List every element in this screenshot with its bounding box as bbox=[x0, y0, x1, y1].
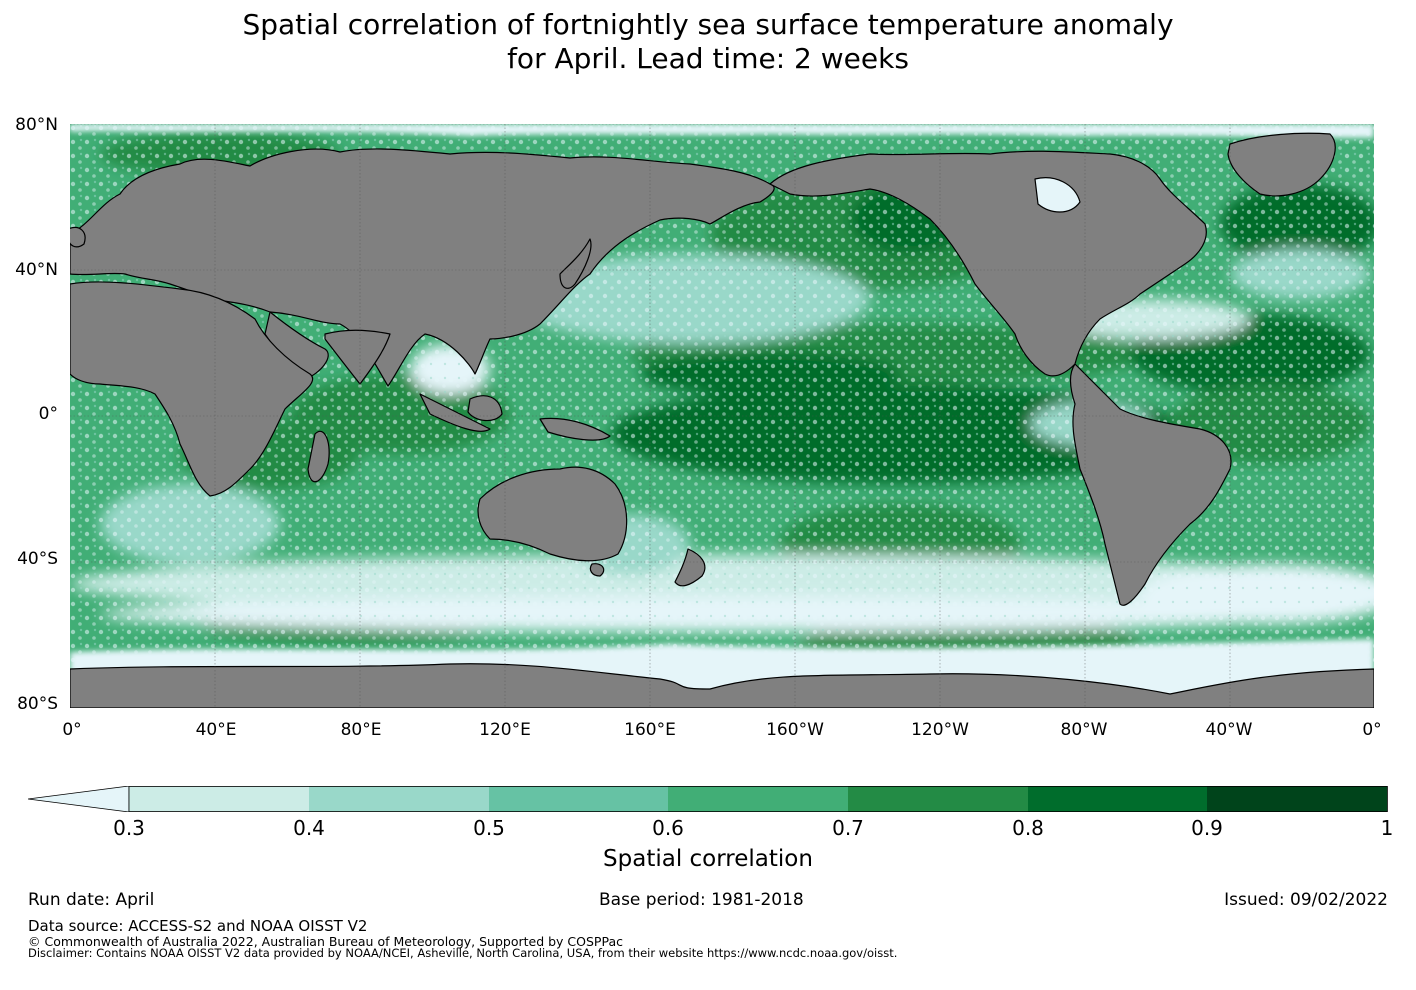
title-line-1: Spatial correlation of fortnightly sea s… bbox=[242, 8, 1174, 41]
lon-label-80e: 80°E bbox=[340, 720, 382, 740]
land-uk bbox=[70, 226, 86, 248]
land-india bbox=[324, 329, 391, 385]
lon-label-40w: 40°W bbox=[1205, 720, 1253, 740]
run-date: Run date: April bbox=[28, 890, 155, 910]
land-borneo bbox=[467, 395, 503, 422]
lon-label-160w: 160°W bbox=[766, 720, 824, 740]
lat-label-80s: 80°S bbox=[17, 694, 58, 714]
colorbar-tick-0: 0.3 bbox=[113, 816, 145, 840]
map-svg bbox=[70, 124, 1374, 708]
colorbar bbox=[28, 786, 1388, 812]
colorbar-segment-0 bbox=[129, 786, 309, 812]
colorbar-tick-4: 0.7 bbox=[832, 816, 864, 840]
hudson-bay bbox=[1034, 177, 1081, 213]
land-africa bbox=[70, 281, 314, 497]
colorbar-segment-6 bbox=[1207, 786, 1387, 812]
land bbox=[70, 132, 1374, 708]
lon-label-120w: 120°W bbox=[911, 720, 969, 740]
land-north-america bbox=[769, 150, 1207, 377]
issued-date: Issued: 09/02/2022 bbox=[1224, 890, 1388, 910]
disclaimer: Disclaimer: Contains NOAA OISST V2 data … bbox=[28, 946, 898, 960]
colorbar-outline bbox=[128, 786, 1388, 812]
lon-label-40e: 40°E bbox=[195, 720, 237, 740]
land-australia bbox=[477, 466, 628, 562]
land-new-guinea bbox=[539, 417, 611, 441]
lon-label-160e: 160°E bbox=[624, 720, 676, 740]
land-eurasia bbox=[70, 148, 775, 387]
colorbar-segment-2 bbox=[489, 786, 668, 812]
colorbar-segment-4 bbox=[848, 786, 1028, 812]
land-greenland bbox=[1227, 132, 1336, 197]
land-tasmania bbox=[589, 563, 605, 577]
copyright-notice: © Commonwealth of Australia 2022, Austra… bbox=[28, 934, 623, 949]
colorbar-tick-5: 0.8 bbox=[1012, 816, 1044, 840]
lon-label-120e: 120°E bbox=[479, 720, 531, 740]
lat-label-40s: 40°S bbox=[17, 549, 58, 569]
lat-label-0: 0° bbox=[38, 404, 58, 424]
colorbar-segment-3 bbox=[668, 786, 848, 812]
lat-label-80n: 80°N bbox=[15, 115, 58, 135]
colorbar-tick-2: 0.5 bbox=[473, 816, 505, 840]
colorbar-segment-1 bbox=[309, 786, 489, 812]
chart-title: Spatial correlation of fortnightly sea s… bbox=[0, 8, 1416, 76]
land-japan bbox=[559, 238, 592, 289]
title-line-2: for April. Lead time: 2 weeks bbox=[507, 42, 909, 75]
land-madagascar bbox=[307, 430, 330, 483]
correlation-map bbox=[70, 124, 1374, 708]
colorbar-tick-7: 1 bbox=[1380, 816, 1394, 840]
gridlines bbox=[70, 124, 1374, 708]
colorbar-segment-5 bbox=[1028, 786, 1207, 812]
land-south-america bbox=[1069, 363, 1232, 606]
lon-label-0-left: 0° bbox=[62, 720, 82, 740]
land-indonesia bbox=[419, 393, 491, 432]
data-source: Data source: ACCESS-S2 and NOAA OISST V2 bbox=[28, 917, 368, 935]
colorbar-extend-arrow bbox=[28, 786, 130, 812]
land-new-zealand bbox=[674, 548, 706, 587]
land-antarctica bbox=[70, 663, 1374, 708]
colorbar-tick-3: 0.6 bbox=[652, 816, 684, 840]
colorbar-label: Spatial correlation bbox=[603, 846, 813, 872]
colorbar-tick-1: 0.4 bbox=[293, 816, 325, 840]
base-period: Base period: 1981-2018 bbox=[599, 890, 804, 910]
lon-label-80w: 80°W bbox=[1060, 720, 1108, 740]
lat-label-40n: 40°N bbox=[15, 260, 58, 280]
colorbar-tick-6: 0.9 bbox=[1191, 816, 1223, 840]
lon-label-0-right: 0° bbox=[1362, 720, 1382, 740]
